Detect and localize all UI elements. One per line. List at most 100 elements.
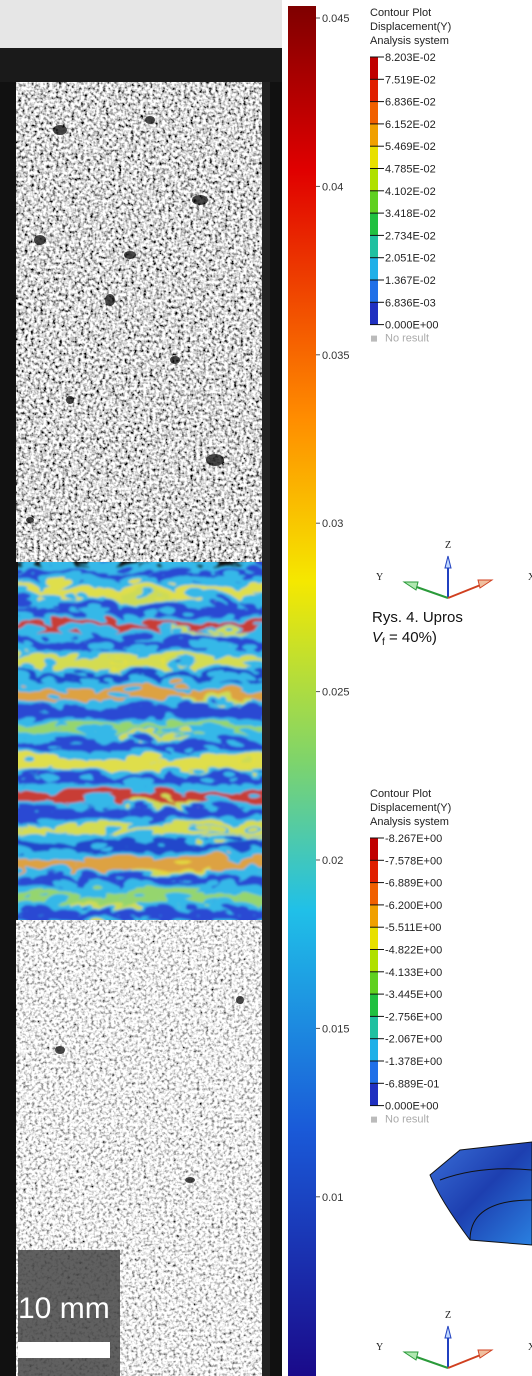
triad-z-head [445,1326,451,1338]
triad-x-head [478,1350,492,1358]
dic-band [0,886,282,895]
legend-value: -5.511E+00 [385,922,441,934]
color-bar-label: 0.01 [322,1192,343,1204]
triad-y-label: Y [376,572,383,583]
no-result-label: No result [385,1114,429,1126]
dic-band [0,631,282,640]
dic-band [0,580,282,589]
legend-swatch [370,994,378,1016]
legend-value: -4.133E+00 [385,967,442,979]
dic-band [179,691,249,696]
scale-label: 10 mm [18,1292,110,1325]
dic-band [0,716,282,723]
triad-x-label: X [528,572,532,583]
legend-swatch [370,950,378,972]
legend-value: -7.578E+00 [385,855,442,867]
legend-swatch [370,235,378,257]
triad-z-head [445,556,451,568]
legend-value: -6.889E-01 [385,1078,439,1090]
legend-value: 0.000E+00 [385,1101,439,1113]
color-bar-label: 0.02 [322,855,343,867]
legend-value: 6.152E-02 [385,119,436,131]
legend-value: -2.067E+00 [385,1034,442,1046]
dic-band [0,903,282,914]
legend-swatch [370,213,378,235]
legend-swatch [370,927,378,949]
caption-rest: = 40%) [385,629,437,646]
legend-value: 6.836E-03 [385,297,436,309]
dic-band [0,699,282,710]
legend-swatch [370,79,378,101]
dic-band [0,801,282,812]
no-result-label: No result [385,333,429,345]
legend-value: -3.445E+00 [385,989,442,1001]
dic-band [0,869,282,876]
legend-swatch [370,1039,378,1061]
dic-band [113,725,183,730]
legend-swatch [370,905,378,927]
dic-band [97,589,167,594]
triad-y-head [404,1352,418,1360]
legend-value: 5.469E-02 [385,141,436,153]
legend-value: -1.378E+00 [385,1056,442,1068]
legend-swatch [370,169,378,191]
dic-band [121,793,191,798]
triad-x-head [478,580,492,588]
legend-value: 0.000E+00 [385,320,439,332]
dic-band [0,767,282,774]
dic-band [0,597,282,608]
caption-line-1: Rys. 4. Upros [372,609,463,626]
dic-band [129,861,199,866]
legend-swatch [370,258,378,280]
legend-swatch [370,1061,378,1083]
triad-y-head [404,582,418,590]
legend-swatch [370,838,378,860]
color-bar [288,6,316,1376]
legend-value: 7.519E-02 [385,74,436,86]
dic-band [0,665,282,672]
legend-value: -4.822E+00 [385,945,442,957]
legend-swatch [370,146,378,168]
color-bar-label: 0.035 [322,350,350,362]
dic-band [0,733,282,742]
legend-swatch [370,102,378,124]
legend-value: 2.051E-02 [385,253,436,265]
color-bar-label: 0.045 [322,13,350,25]
dic-band [0,818,282,825]
legend-swatch [370,860,378,882]
legend-swatch [370,191,378,213]
legend-swatch [370,1083,378,1105]
dic-band [0,835,282,844]
model-view [430,1142,532,1245]
legend-value: -6.889E+00 [385,878,442,890]
legend-quantity: Displacement(Y) [370,21,451,33]
specimen-image: 10 mm [0,0,282,1376]
legend-value: 8.203E-02 [385,52,436,64]
legend-swatch [370,883,378,905]
legend-swatch [370,57,378,79]
legend-quantity: Displacement(Y) [370,802,451,814]
dic-overlay [0,555,282,934]
no-result-swatch [371,336,377,342]
page: 10 mm 0.0450.040.0350.030.0250.020.0150.… [0,0,532,1376]
legend-swatch [370,972,378,994]
triad-z-label: Z [445,540,451,551]
legend-value: 1.367E-02 [385,275,436,287]
dic-band [0,563,282,570]
dic-band [187,759,257,764]
dic-band [0,614,282,621]
legend-title: Contour Plot [370,788,431,800]
legend-value: 4.785E-02 [385,164,436,176]
dic-band [105,657,175,662]
legend-value: 3.418E-02 [385,208,436,220]
triad-z-label: Z [445,1310,451,1321]
color-bar-label: 0.03 [322,518,343,530]
scale-bar [18,1342,110,1358]
dic-band [63,895,133,900]
dic-band [0,682,282,691]
dic-band [195,827,265,832]
legend-system: Analysis system [370,35,449,47]
legend-swatch [370,1016,378,1038]
legend-title: Contour Plot [370,7,431,19]
color-bar-label: 0.015 [322,1023,350,1035]
